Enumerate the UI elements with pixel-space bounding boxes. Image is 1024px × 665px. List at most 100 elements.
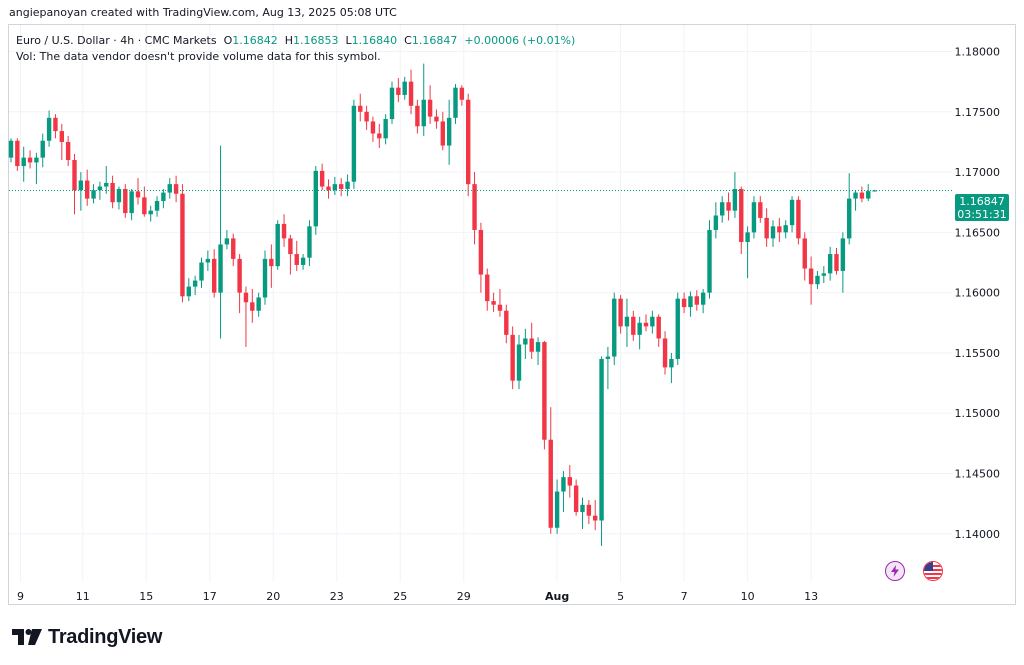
- candle-body: [72, 160, 77, 191]
- x-tick-label: 23: [330, 590, 344, 603]
- candle-body: [186, 286, 191, 297]
- x-tick-label: 15: [139, 590, 153, 603]
- candle-body: [319, 170, 325, 187]
- candle-body: [707, 229, 712, 293]
- us-flag-icon[interactable]: [923, 561, 943, 581]
- candle-body: [618, 298, 623, 327]
- candle-body: [294, 254, 299, 265]
- y-tick-label: 1.16500: [955, 226, 1001, 239]
- change-value: +0.00006 (+0.01%): [464, 34, 576, 47]
- candle-body: [751, 202, 757, 233]
- candle-body: [548, 439, 553, 528]
- candle-body: [821, 273, 826, 276]
- candle-body: [345, 181, 350, 189]
- candle-body: [847, 198, 852, 239]
- candle-body: [827, 254, 833, 274]
- candle-body: [866, 191, 871, 199]
- candle-body: [662, 338, 668, 368]
- ohlc-line: Euro / U.S. Dollar · 4h · CMC Markets O1…: [16, 33, 575, 49]
- candle-body: [656, 316, 661, 339]
- candle-body: [332, 184, 338, 191]
- x-tick-label: 10: [741, 590, 755, 603]
- candle-body: [529, 338, 534, 352]
- candle-body: [688, 296, 693, 308]
- tradingview-logo-icon: [12, 629, 42, 645]
- candle-body: [637, 322, 642, 335]
- candle-body: [351, 105, 357, 182]
- candle-body: [218, 244, 223, 293]
- candle-body: [497, 304, 503, 311]
- candle-body: [840, 238, 846, 271]
- candle-body: [59, 131, 64, 142]
- candle-body: [485, 274, 490, 302]
- candle-body: [135, 191, 141, 198]
- flash-icon[interactable]: [885, 561, 905, 581]
- grid: [9, 25, 952, 582]
- candle-body: [586, 504, 592, 516]
- candle-body: [326, 186, 331, 191]
- candle-body: [199, 262, 204, 281]
- candle-body: [34, 157, 39, 163]
- candle-body: [53, 117, 58, 132]
- candle-body: [694, 296, 699, 305]
- candle-body: [364, 111, 369, 122]
- candle-body: [466, 99, 471, 185]
- candle-body: [281, 223, 287, 239]
- candle-body: [561, 477, 566, 492]
- candles: [8, 63, 877, 546]
- low-label: L: [345, 34, 352, 47]
- candle-body: [726, 202, 731, 211]
- candle-body: [21, 157, 26, 167]
- legend: Euro / U.S. Dollar · 4h · CMC Markets O1…: [16, 33, 575, 65]
- candle-body: [129, 191, 134, 214]
- candle-body: [256, 297, 261, 311]
- candle-body: [421, 99, 426, 127]
- tradingview-logo[interactable]: TradingView: [12, 626, 162, 648]
- candle-body: [643, 322, 649, 327]
- candle-body: [192, 280, 198, 287]
- y-tick-label: 1.14000: [955, 528, 1001, 541]
- chart-frame: [8, 24, 1016, 605]
- y-tick-label: 1.15000: [955, 407, 1001, 420]
- candle-body: [154, 201, 160, 211]
- candle-body: [453, 87, 458, 118]
- candle-body: [789, 199, 795, 226]
- candle-body: [224, 238, 230, 245]
- candle-body: [650, 316, 655, 327]
- candle-body: [358, 105, 363, 112]
- candle-body: [720, 202, 725, 216]
- candle-body: [516, 344, 522, 381]
- candle-body: [770, 226, 776, 239]
- candle-body: [300, 257, 306, 265]
- candle-body: [764, 217, 769, 239]
- candle-body: [713, 215, 719, 230]
- candle-body: [599, 358, 604, 521]
- x-tick-label: 20: [266, 590, 280, 603]
- symbol-name: Euro / U.S. Dollar · 4h · CMC Markets: [16, 34, 217, 47]
- candle-body: [250, 302, 255, 311]
- candlestick-chart[interactable]: 1.18000 1.17500 1.17000 1.16500 1.16000 1.155…: [0, 0, 1024, 610]
- x-tick-label: 17: [203, 590, 217, 603]
- candle-body: [523, 338, 528, 345]
- candle-body: [65, 141, 71, 161]
- candle-body: [383, 119, 388, 139]
- candle-body: [446, 117, 452, 146]
- close-value: 1.16847: [411, 34, 458, 47]
- candle-body: [262, 258, 268, 298]
- candle-body: [815, 275, 820, 285]
- brand-name: TradingView: [48, 625, 163, 648]
- candle-body: [237, 258, 242, 293]
- candle-body: [167, 184, 172, 193]
- candle-body: [758, 202, 763, 218]
- candle-body: [313, 170, 318, 227]
- high-value: 1.16853: [293, 34, 339, 47]
- candle-body: [612, 298, 617, 357]
- x-tick-label: 13: [804, 590, 818, 603]
- candle-body: [732, 188, 738, 211]
- last-price-badge: 1.16847 03:51:31: [955, 194, 1009, 221]
- candle-body: [491, 301, 496, 305]
- candle-body: [377, 133, 382, 139]
- candle-body: [859, 192, 865, 199]
- volume-note: Vol: The data vendor doesn't provide vol…: [16, 50, 381, 63]
- y-tick-label: 1.17500: [955, 106, 1001, 119]
